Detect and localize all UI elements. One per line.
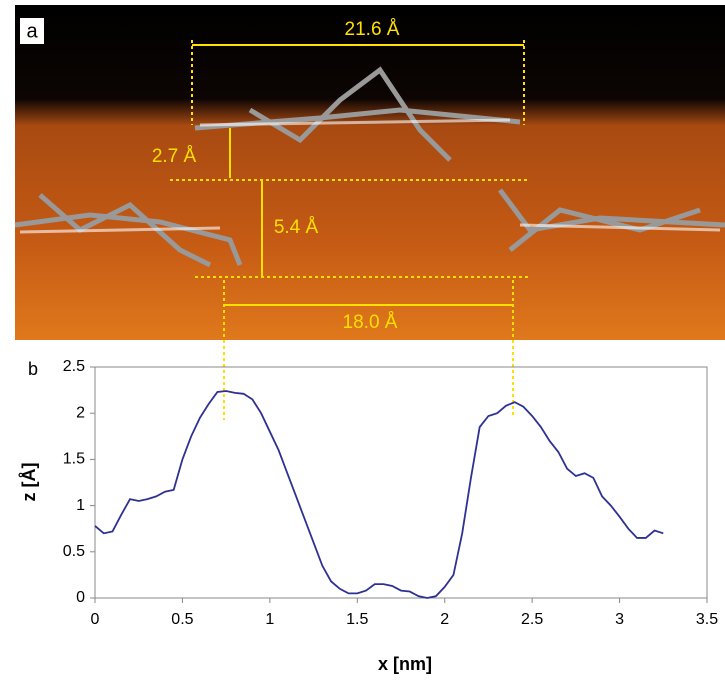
panel-label: a bbox=[26, 20, 38, 42]
annotation: 5.4 Å bbox=[274, 217, 319, 238]
data-line bbox=[95, 391, 663, 598]
x-tick-label: 2 bbox=[440, 611, 449, 628]
x-tick-label: 3.5 bbox=[696, 611, 718, 628]
y-tick-label: 1 bbox=[76, 497, 85, 514]
y-tick-label: 1.5 bbox=[63, 451, 85, 468]
y-tick-label: 0 bbox=[76, 589, 85, 606]
y-tick-label: 0.5 bbox=[63, 543, 85, 560]
x-tick-label: 0 bbox=[91, 611, 100, 628]
annotation: 18.0 Å bbox=[343, 312, 398, 333]
plot-frame bbox=[95, 367, 707, 598]
x-tick-label: 0.5 bbox=[171, 611, 193, 628]
x-axis-title: x [nm] bbox=[378, 654, 432, 674]
annotation: 21.6 Å bbox=[345, 19, 400, 40]
y-axis-title: z [Å] bbox=[19, 463, 39, 502]
annotation: 2.7 Å bbox=[152, 146, 197, 167]
y-tick-label: 2 bbox=[76, 404, 85, 421]
panel-label: b bbox=[28, 359, 38, 379]
x-tick-label: 3 bbox=[615, 611, 624, 628]
figure: a 21.6 Å 2.7 Å 5.4 Å 18.0 Å b x [nm] z [… bbox=[0, 0, 725, 686]
x-tick-label: 2.5 bbox=[521, 611, 543, 628]
x-tick-label: 1 bbox=[265, 611, 274, 628]
x-tick-label: 1.5 bbox=[346, 611, 368, 628]
microscopy-image bbox=[15, 5, 725, 340]
y-tick-label: 2.5 bbox=[63, 358, 85, 375]
panel-a: a 21.6 Å 2.7 Å 5.4 Å 18.0 Å bbox=[15, 5, 725, 420]
